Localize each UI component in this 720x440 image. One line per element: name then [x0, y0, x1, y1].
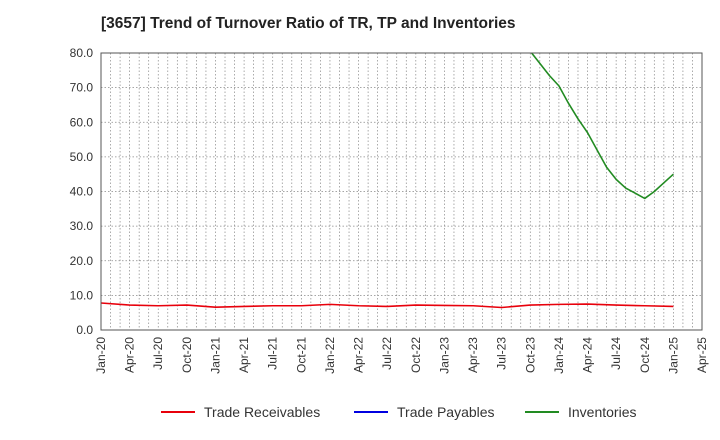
legend-item-inventories: Inventories: [525, 404, 636, 420]
x-tick-label: Apr-24: [581, 337, 595, 373]
x-tick-label: Apr-20: [123, 337, 137, 373]
x-tick-label: Jan-21: [208, 337, 222, 374]
y-tick-label: 80.0: [70, 46, 94, 60]
plot-area-background: [101, 53, 702, 330]
legend-swatch-inventories: [525, 411, 559, 413]
x-tick-label: Apr-21: [237, 337, 251, 373]
legend-label: Trade Payables: [397, 404, 495, 420]
x-tick-label: Oct-22: [409, 337, 423, 373]
x-tick-label: Jan-25: [666, 337, 680, 374]
x-tick-label: Oct-20: [180, 337, 194, 373]
legend-item-trade-payables: Trade Payables: [354, 404, 495, 420]
series-line-trade-receivables: [101, 302, 674, 309]
x-tick-label: Jan-20: [94, 337, 108, 374]
data-series: [101, 53, 674, 309]
x-tick-label: Oct-24: [638, 337, 652, 373]
series-line-inventories: [530, 53, 674, 200]
y-tick-label: 70.0: [70, 81, 94, 95]
x-tick-label: Apr-23: [466, 337, 480, 373]
y-tick-label: 20.0: [70, 254, 94, 268]
legend: Trade Receivables Trade Payables Invento…: [0, 404, 720, 426]
x-tick-label: Oct-23: [523, 337, 537, 373]
x-axis-ticks: Jan-20 Apr-20 Jul-20 Oct-20 Jan-21 Apr-21 Jul-…: [94, 337, 709, 374]
x-tick-label: Jul-23: [495, 337, 509, 370]
y-tick-label: 40.0: [70, 185, 94, 199]
y-tick-label: 50.0: [70, 150, 94, 164]
y-axis-ticks: 0.0 10.0 20.0 30.0 40.0 50.0 60.0 70.0 80.0: [70, 46, 94, 337]
grid-lines: [101, 53, 702, 330]
plot-area-border: [100, 52, 703, 331]
x-tick-label: Jan-22: [323, 337, 337, 374]
y-tick-label: 0.0: [76, 323, 93, 337]
x-tick-label: Oct-21: [294, 337, 308, 373]
x-tick-label: Apr-25: [695, 337, 709, 373]
legend-label: Inventories: [568, 404, 637, 420]
legend-swatch-trade-receivables: [161, 411, 195, 413]
x-tick-label: Apr-22: [352, 337, 366, 373]
x-tick-label: Jan-24: [552, 337, 566, 374]
legend-item-trade-receivables: Trade Receivables: [161, 404, 320, 420]
legend-swatch-trade-payables: [354, 411, 388, 413]
chart-title: [3657] Trend of Turnover Ratio of TR, TP…: [101, 15, 516, 32]
y-tick-label: 30.0: [70, 219, 94, 233]
x-tick-label: Jan-23: [437, 337, 451, 374]
x-tick-label: Jul-21: [266, 337, 280, 370]
legend-label: Trade Receivables: [204, 404, 321, 420]
x-tick-label: Jul-20: [151, 337, 165, 370]
x-tick-label: Jul-24: [609, 337, 623, 370]
y-tick-label: 10.0: [70, 288, 94, 302]
y-tick-label: 60.0: [70, 115, 94, 129]
x-tick-label: Jul-22: [380, 337, 394, 370]
